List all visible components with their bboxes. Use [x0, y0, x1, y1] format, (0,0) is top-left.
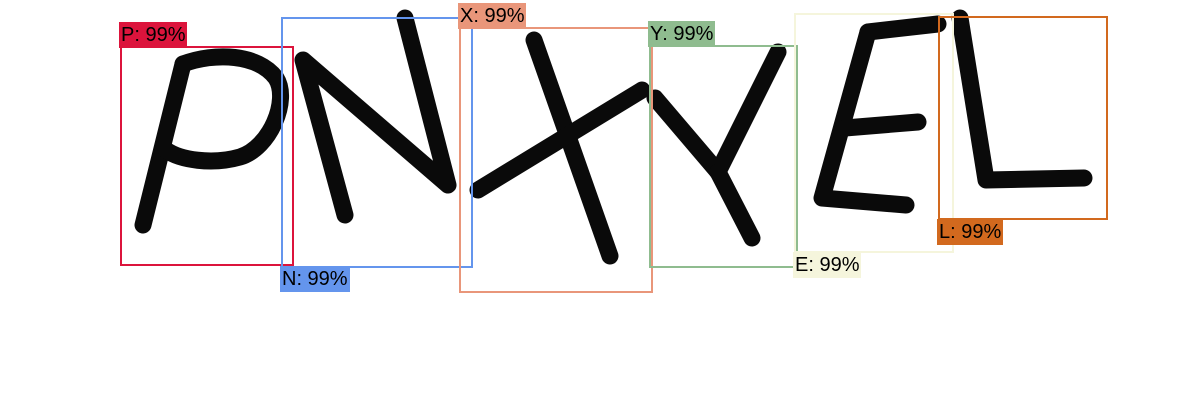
- glyph-x: [469, 31, 651, 265]
- glyph-e: [813, 15, 947, 214]
- bounding-box-e: [794, 13, 954, 253]
- bounding-box-x: [459, 27, 653, 293]
- detection-label-y: Y: 99%: [648, 21, 716, 47]
- bounding-box-p: [120, 46, 294, 266]
- detection-label-l: L: 99%: [937, 219, 1004, 245]
- glyph-p: [134, 48, 289, 234]
- detection-label-e: E: 99%: [793, 252, 862, 278]
- detection-label-x: X: 99%: [458, 3, 527, 29]
- glyph-n: [294, 9, 457, 224]
- detection-label-p: P: 99%: [119, 22, 188, 48]
- glyph-y: [646, 43, 787, 247]
- bounding-box-l: [938, 16, 1108, 220]
- detection-label-n: N: 99%: [280, 266, 350, 292]
- bounding-box-y: [649, 45, 798, 268]
- bounding-box-n: [281, 17, 473, 268]
- glyph-l: [951, 9, 1093, 189]
